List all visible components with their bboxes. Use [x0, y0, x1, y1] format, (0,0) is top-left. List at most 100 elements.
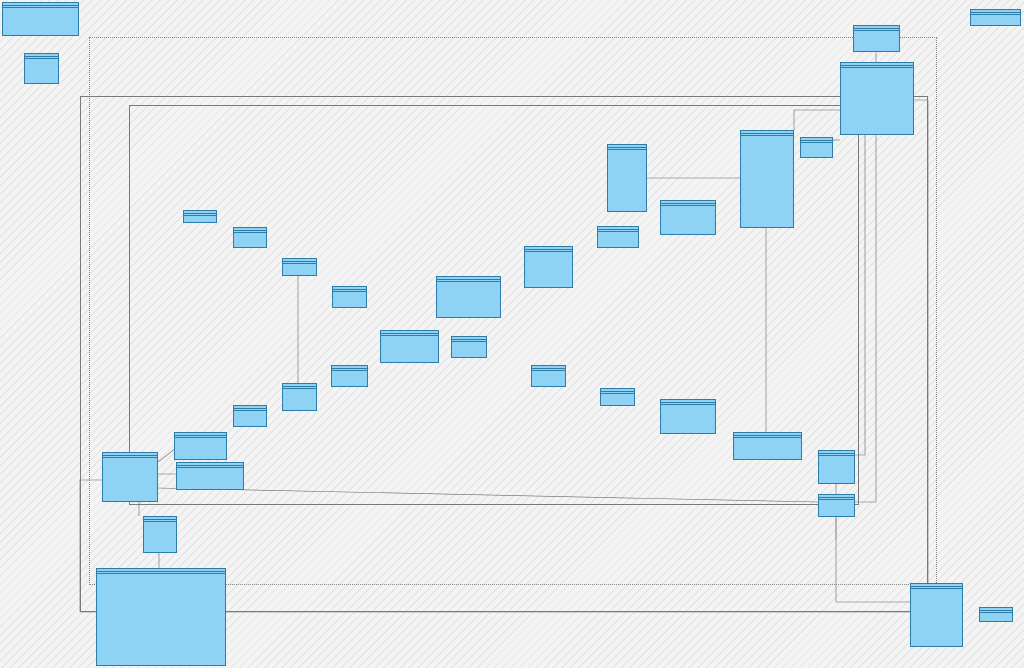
class-header: [25, 54, 58, 57]
class-box[interactable]: [282, 383, 317, 411]
class-header: [911, 584, 962, 587]
class-header: [184, 211, 216, 214]
class-box[interactable]: [183, 210, 217, 223]
class-box[interactable]: [2, 2, 79, 36]
class-box[interactable]: [853, 25, 900, 52]
class-methods: [177, 466, 243, 469]
class-header: [601, 389, 634, 392]
class-header: [819, 495, 854, 498]
class-header: [283, 384, 316, 387]
class-methods: [734, 436, 801, 439]
class-methods: [332, 369, 367, 372]
class-methods: [601, 392, 634, 395]
class-header: [333, 287, 366, 290]
class-box[interactable]: [24, 53, 59, 84]
class-box[interactable]: [818, 450, 855, 484]
class-header: [525, 247, 572, 250]
class-header: [608, 145, 646, 148]
class-header: [532, 366, 565, 369]
class-box[interactable]: [380, 330, 439, 363]
class-box[interactable]: [970, 9, 1021, 26]
class-methods: [971, 13, 1020, 16]
class-header: [234, 228, 266, 231]
class-box[interactable]: [331, 365, 368, 387]
class-methods: [608, 148, 646, 151]
class-header: [980, 608, 1012, 611]
class-box[interactable]: [143, 516, 177, 553]
class-box[interactable]: [332, 286, 367, 308]
package-frame-outer: [89, 37, 937, 585]
class-methods: [144, 520, 176, 523]
class-header: [819, 451, 854, 454]
class-box[interactable]: [800, 137, 833, 158]
class-methods: [661, 403, 715, 406]
class-box[interactable]: [233, 405, 267, 427]
class-methods: [283, 387, 316, 390]
class-methods: [532, 369, 565, 372]
class-methods: [234, 231, 266, 234]
class-header: [103, 453, 157, 456]
class-box[interactable]: [96, 568, 226, 666]
class-methods: [911, 587, 962, 590]
class-box[interactable]: [910, 583, 963, 647]
class-box[interactable]: [607, 144, 647, 212]
class-header: [741, 131, 793, 134]
class-header: [452, 337, 486, 340]
class-header: [661, 201, 715, 204]
class-header: [97, 569, 225, 572]
class-methods: [452, 340, 486, 343]
class-header: [332, 366, 367, 369]
class-box[interactable]: [979, 607, 1013, 622]
class-header: [598, 227, 638, 230]
class-methods: [841, 66, 913, 69]
class-box[interactable]: [840, 62, 914, 135]
class-methods: [598, 230, 638, 233]
class-box[interactable]: [436, 276, 501, 318]
class-box[interactable]: [451, 336, 487, 358]
class-box[interactable]: [524, 246, 573, 288]
class-methods: [3, 6, 78, 9]
class-box[interactable]: [282, 258, 317, 276]
class-box[interactable]: [176, 462, 244, 490]
class-methods: [103, 456, 157, 459]
class-methods: [381, 334, 438, 337]
class-box[interactable]: [233, 227, 267, 248]
class-header: [144, 517, 176, 520]
class-methods: [661, 204, 715, 207]
class-box[interactable]: [740, 130, 794, 228]
class-methods: [437, 280, 500, 283]
class-methods: [175, 436, 226, 439]
class-header: [437, 277, 500, 280]
class-methods: [184, 214, 216, 217]
class-methods: [980, 611, 1012, 614]
class-methods: [819, 498, 854, 501]
class-methods: [234, 409, 266, 412]
class-box[interactable]: [733, 432, 802, 460]
class-header: [283, 259, 316, 262]
class-header: [381, 331, 438, 334]
class-methods: [854, 29, 899, 32]
class-header: [971, 10, 1020, 13]
class-header: [801, 138, 832, 141]
class-box[interactable]: [102, 452, 158, 502]
class-box[interactable]: [531, 365, 566, 387]
class-header: [177, 463, 243, 466]
class-methods: [741, 134, 793, 137]
class-header: [234, 406, 266, 409]
class-header: [841, 63, 913, 66]
class-box[interactable]: [818, 494, 855, 517]
class-methods: [801, 141, 832, 144]
class-box[interactable]: [174, 432, 227, 460]
class-methods: [525, 250, 572, 253]
class-box[interactable]: [660, 200, 716, 235]
class-header: [3, 3, 78, 6]
class-box[interactable]: [597, 226, 639, 248]
class-header: [661, 400, 715, 403]
package-frame-main: [80, 96, 928, 612]
class-box[interactable]: [660, 399, 716, 434]
class-box[interactable]: [600, 388, 635, 406]
class-header: [734, 433, 801, 436]
class-header: [175, 433, 226, 436]
class-methods: [25, 57, 58, 60]
class-methods: [97, 572, 225, 575]
